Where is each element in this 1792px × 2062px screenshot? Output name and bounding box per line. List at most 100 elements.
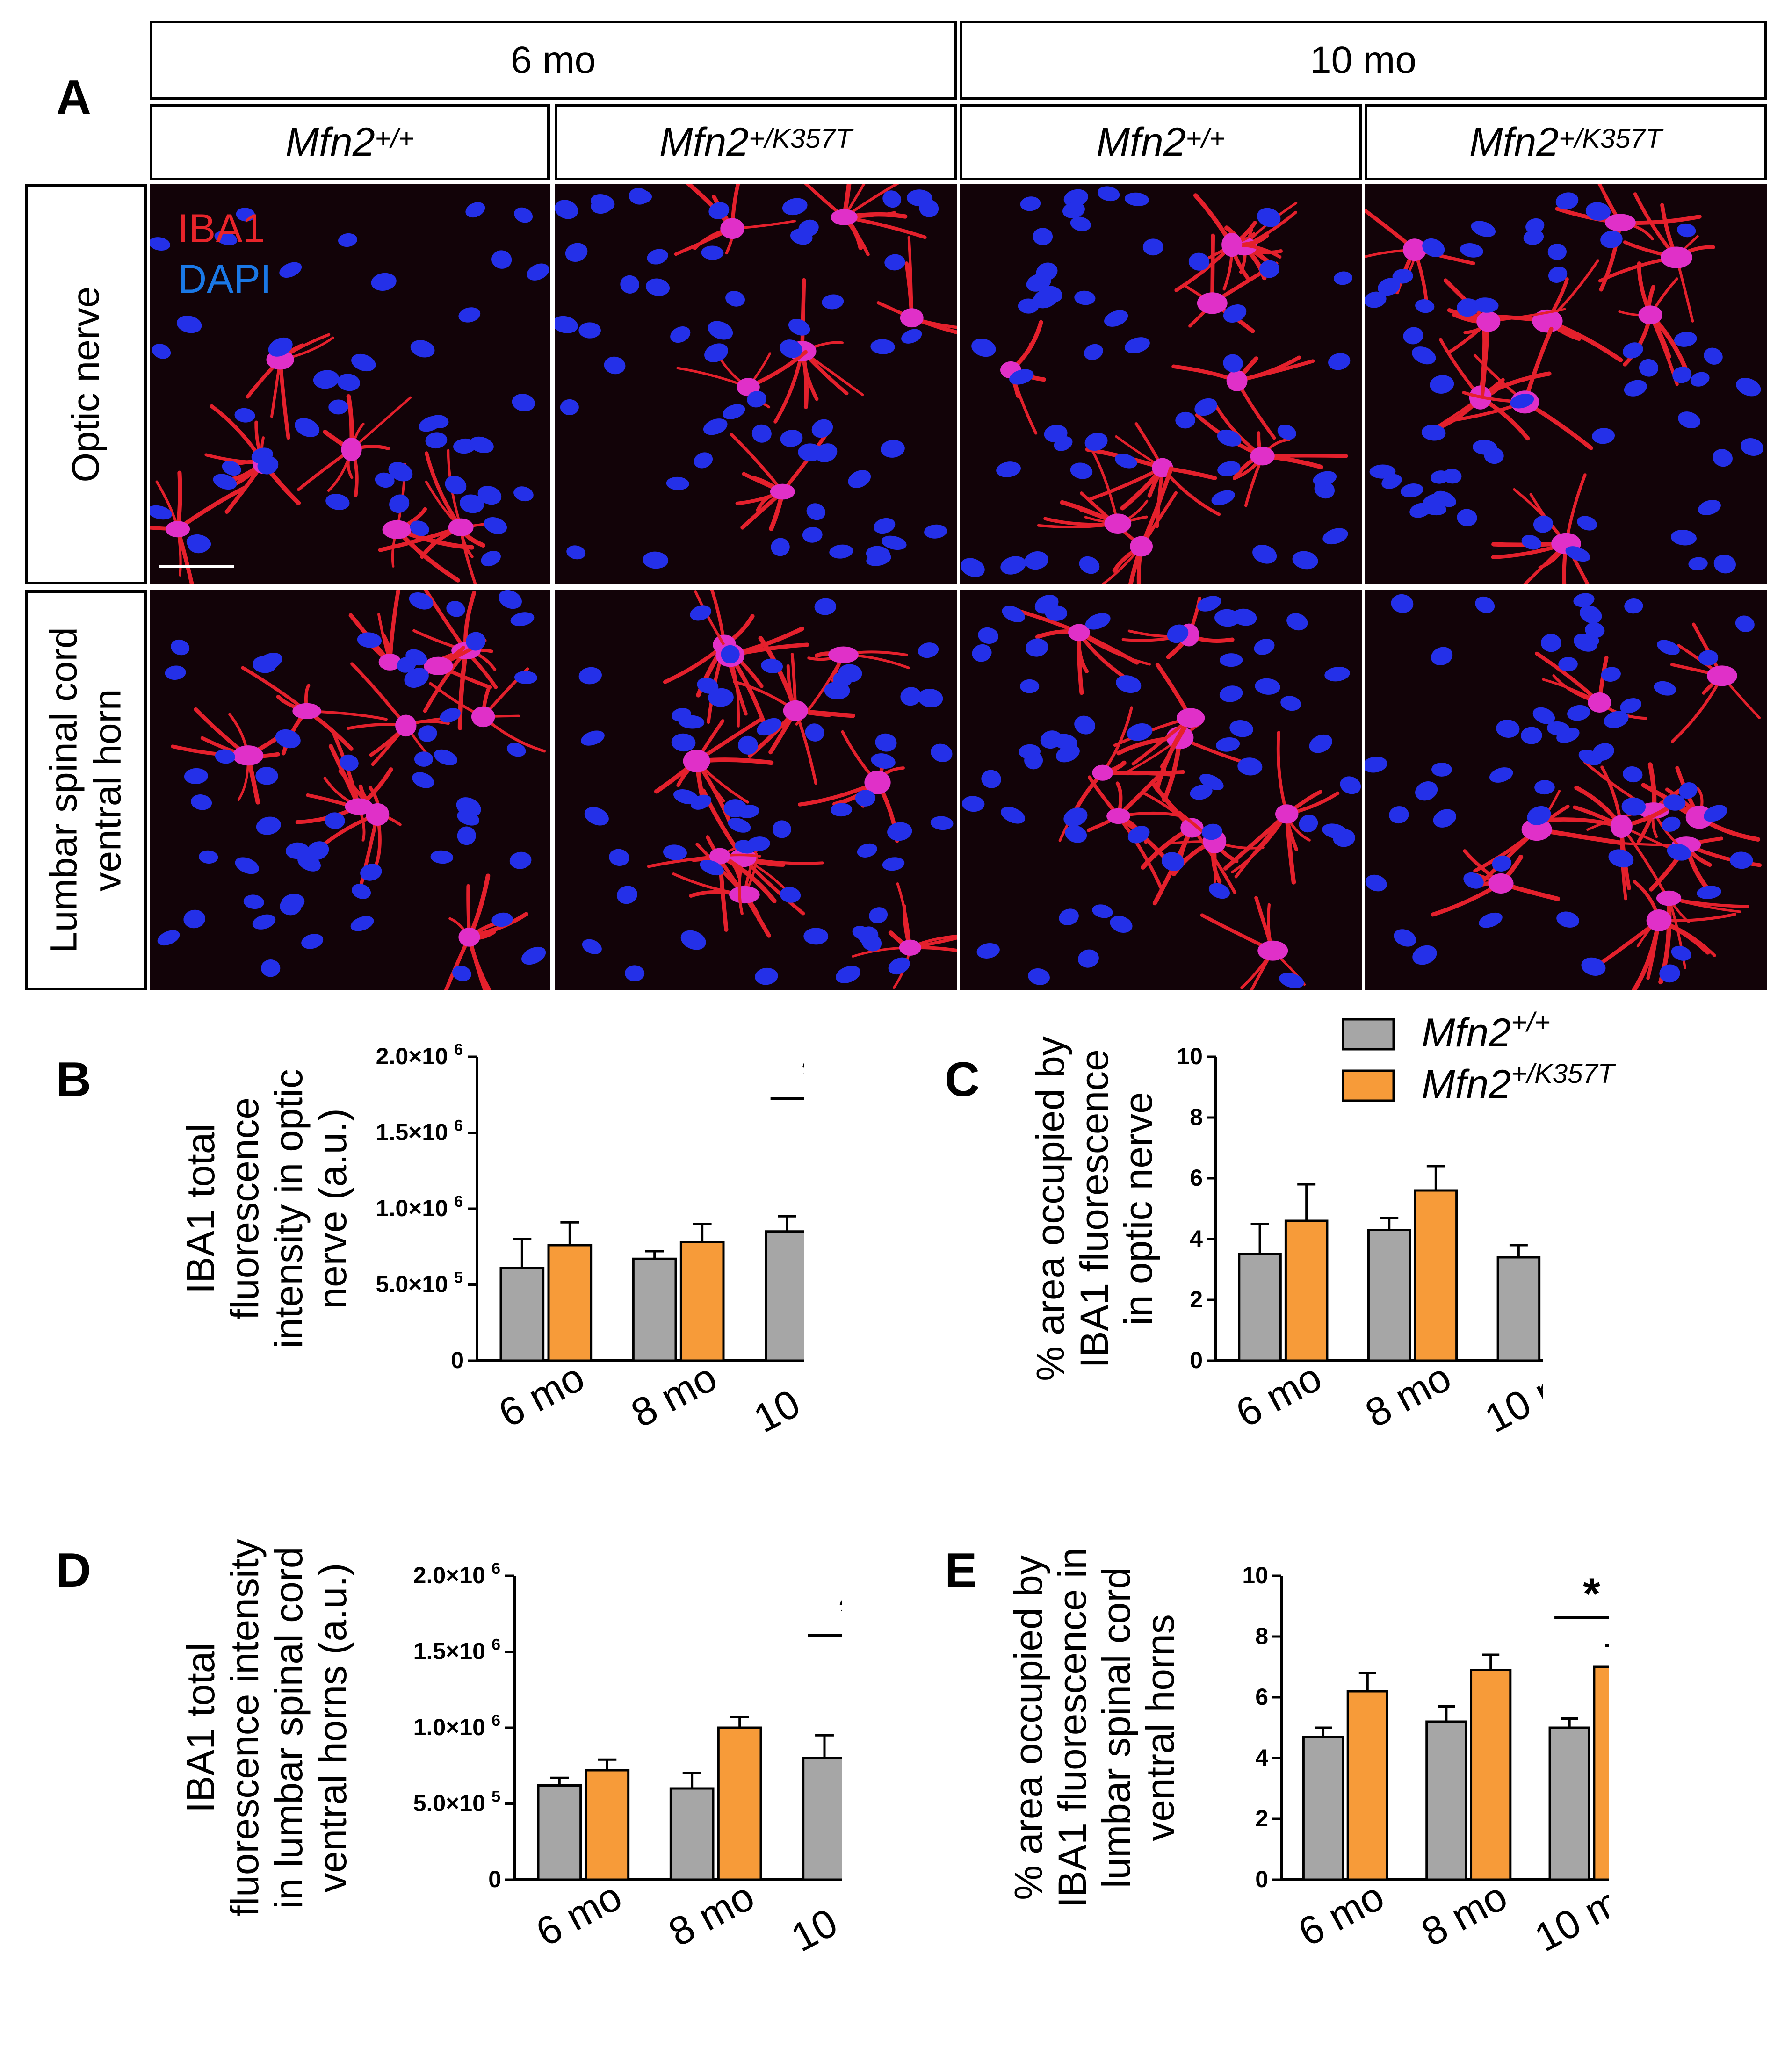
nucleus <box>1581 957 1606 976</box>
nucleus <box>499 590 522 609</box>
nucleus <box>798 443 823 461</box>
nucleus <box>418 725 437 742</box>
legend-graphic: Mfn2+/+Mfn2+/K357T <box>1342 1007 1616 1107</box>
nucleus <box>446 601 465 617</box>
microglia-soma <box>783 700 808 721</box>
nucleus <box>1063 807 1088 827</box>
microglia-soma <box>828 646 859 663</box>
nucleus <box>1188 252 1210 271</box>
nucleus <box>1608 849 1634 868</box>
microglia-process <box>278 358 290 440</box>
genotype-header: Mfn2 +/K357T <box>555 104 957 180</box>
bar <box>1284 1219 1329 1362</box>
y-tick-label: 0 <box>1255 1866 1268 1892</box>
nucleus <box>1322 528 1348 545</box>
y-tick-exponent: 6 <box>491 1560 500 1578</box>
nucleus <box>780 887 801 903</box>
nucleus <box>1548 267 1568 283</box>
nucleus <box>1697 886 1721 899</box>
nucleus <box>1547 244 1567 260</box>
microglia-soma <box>1177 708 1205 728</box>
nucleus <box>874 518 896 534</box>
y-tick-label: 5.0×10 <box>376 1271 448 1298</box>
nucleus <box>234 408 255 423</box>
nucleus <box>671 707 691 722</box>
nucleus <box>1403 327 1423 345</box>
bar <box>765 1230 804 1362</box>
nucleus <box>584 807 609 826</box>
microglia-soma <box>448 518 474 536</box>
nucleus <box>1252 545 1277 564</box>
nucleus <box>430 850 454 864</box>
nucleus <box>255 767 278 785</box>
microglia-soma <box>1068 624 1090 642</box>
y-tick-label: 6 <box>1255 1684 1268 1710</box>
nucleus <box>1431 647 1453 666</box>
microglia-soma <box>1656 890 1682 906</box>
nucleus <box>1142 238 1163 256</box>
row-label-line: Optic nerve <box>64 286 107 483</box>
microglia-soma <box>729 886 760 904</box>
microglia-soma <box>831 209 858 225</box>
nucleus <box>389 494 410 513</box>
nucleus <box>257 653 282 671</box>
nucleus <box>1457 298 1479 317</box>
row-label-line: Lumbar spinal cord <box>42 627 85 953</box>
microglia-soma <box>382 520 412 539</box>
nucleus <box>1020 196 1041 211</box>
nucleus <box>1704 347 1723 365</box>
nucleus <box>157 930 180 946</box>
nucleus <box>1124 192 1149 206</box>
nucleus <box>901 329 922 344</box>
nucleus <box>280 897 302 916</box>
y-axis-label-line: in optic nerve <box>1116 1092 1161 1326</box>
x-tick-label: 6 mo <box>1291 1874 1391 1955</box>
nucleus <box>1677 223 1696 238</box>
micrograph <box>555 184 957 584</box>
nucleus <box>996 461 1021 477</box>
x-tick-label: 8 mo <box>624 1355 724 1436</box>
nucleus <box>866 552 891 566</box>
nucleus <box>375 472 395 488</box>
nucleus <box>222 461 241 476</box>
nucleus <box>1391 594 1414 613</box>
y-axis-label-line: in lumbar spinal cord <box>267 1546 311 1909</box>
nucleus <box>214 231 238 245</box>
nucleus <box>1698 650 1719 666</box>
microglia-soma <box>1221 232 1243 257</box>
microglia-soma <box>1660 246 1692 268</box>
nucleus <box>1431 762 1452 777</box>
y-tick-label: 2 <box>1255 1805 1268 1831</box>
microglia-soma <box>1130 536 1153 557</box>
age-header-6mo: 6 mo <box>150 21 957 100</box>
genotype-base: Mfn2 <box>659 119 749 165</box>
nucleus <box>412 772 434 788</box>
nucleus <box>1639 359 1659 377</box>
nucleus <box>625 965 645 981</box>
genotype-sup: +/+ <box>1185 123 1225 154</box>
bar <box>1346 1690 1388 1881</box>
nucleus <box>1601 667 1621 682</box>
nucleus <box>1085 613 1111 630</box>
microglia-soma <box>1610 815 1633 838</box>
y-axis-label-line: fluorescence intensity <box>222 1539 267 1917</box>
nucleus <box>1496 720 1520 738</box>
nucleus <box>1237 757 1263 776</box>
nucleus <box>510 612 535 627</box>
nucleus <box>1475 596 1495 613</box>
bar <box>537 1784 582 1881</box>
nucleus <box>1659 964 1680 983</box>
microglia-process <box>457 648 469 730</box>
nucleus <box>604 356 626 375</box>
nucleus <box>691 794 712 810</box>
nucleus <box>780 339 802 358</box>
nucleus <box>352 884 371 899</box>
nucleus <box>1190 785 1213 800</box>
y-tick-exponent: 5 <box>454 1269 463 1287</box>
nucleus <box>1667 844 1691 861</box>
y-tick-exponent: 6 <box>454 1117 463 1135</box>
genotype-header: Mfn2 +/+ <box>150 104 550 180</box>
nucleus <box>1624 380 1647 397</box>
nucleus <box>350 916 374 931</box>
nucleus <box>1443 469 1462 484</box>
